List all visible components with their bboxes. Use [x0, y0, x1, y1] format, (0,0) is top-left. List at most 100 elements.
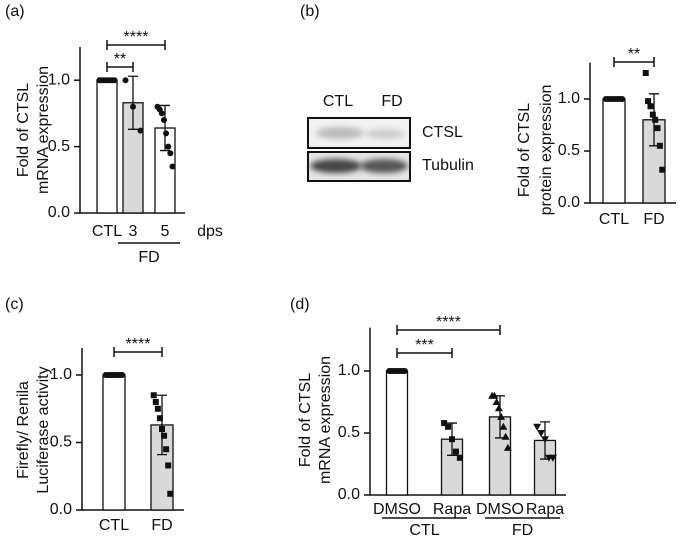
y-tick-label: 0.5 [50, 434, 72, 451]
data-point [154, 405, 161, 412]
group-label: FD [512, 522, 533, 538]
panel-label: (b) [300, 3, 320, 20]
significance-label: *** [415, 337, 434, 354]
y-tick-label: 0.5 [338, 424, 360, 441]
blot-band [365, 129, 405, 139]
panel-label: (a) [5, 3, 25, 20]
blot-band [310, 159, 362, 173]
data-point [152, 399, 159, 405]
bar [385, 370, 409, 496]
data-point [445, 423, 452, 430]
data-point [645, 98, 652, 105]
bar [96, 79, 118, 214]
y-axis-label: protein expression [538, 85, 555, 216]
panel-label: (c) [5, 296, 24, 313]
group-label: FD [138, 249, 159, 266]
y-tick-label: 1.0 [338, 362, 360, 379]
data-point [649, 111, 656, 118]
data-point [158, 110, 165, 117]
data-point [150, 392, 157, 399]
error-bar [649, 93, 659, 147]
y-tick-label: 0.0 [50, 501, 72, 518]
data-point [169, 163, 176, 170]
data-point [497, 412, 506, 420]
data-point [122, 77, 129, 84]
x-tick-label: DMSO [373, 501, 421, 518]
x-tick-label: 5 [161, 223, 170, 240]
data-point [537, 430, 546, 437]
data-point [165, 143, 172, 150]
data-point [401, 368, 408, 374]
data-point [160, 117, 167, 124]
x-tick-label: 3 [129, 223, 138, 240]
y-tick-label: 0.5 [48, 138, 70, 155]
y-axis-label: Fold of CTSL [516, 103, 533, 197]
data-point [492, 398, 501, 405]
significance-bracket [113, 347, 163, 357]
significance-label: **** [436, 314, 461, 331]
error-bar [157, 394, 167, 456]
data-point [619, 96, 626, 102]
data-point [503, 443, 512, 451]
error-bar [160, 104, 170, 152]
y-tick-label: 1.0 [48, 71, 70, 88]
blot-column-label: CTL [323, 93, 353, 110]
y-axis-label: Luciferase activity [35, 366, 52, 493]
x-tick-label: CTL [92, 223, 122, 240]
x-tick-label: FD [643, 211, 664, 228]
data-point [165, 462, 172, 469]
x-tick-label: CTL [599, 211, 629, 228]
data-point [654, 125, 661, 132]
x-axis-label: dps [197, 223, 223, 240]
y-axis-label: Fold of CTSL [297, 373, 314, 467]
y-axis-label: Fold of CTSL [15, 83, 32, 177]
x-tick-label: Rapa [526, 501, 564, 518]
data-point [156, 415, 163, 422]
y-tick-label: 1.0 [558, 90, 580, 107]
blot-row-label: CTSL [422, 124, 463, 141]
x-tick-label: Rapa [433, 501, 471, 518]
group-label: CTL [409, 522, 439, 538]
significance-label: **** [124, 29, 149, 46]
y-tick-label: 0.0 [338, 486, 360, 503]
y-axis-label: Firefly/ Renila [15, 381, 32, 479]
x-tick-label: DMSO [476, 501, 524, 518]
y-tick-label: 1.0 [50, 366, 72, 383]
blot-row-label: Tubulin [422, 157, 474, 174]
error-bar [495, 395, 505, 439]
significance-bracket [396, 325, 501, 335]
data-point [656, 142, 663, 149]
data-point [163, 130, 170, 137]
x-tick-label: CTL [99, 517, 129, 534]
data-point [494, 404, 503, 412]
y-tick-label: 0.0 [48, 204, 70, 221]
significance-label: **** [126, 336, 151, 353]
data-point [111, 77, 118, 84]
data-point [499, 422, 508, 430]
significance-label: ** [628, 46, 640, 63]
significance-bracket [396, 348, 453, 358]
significance-bracket [613, 57, 655, 67]
data-point [452, 448, 459, 455]
y-axis-label: mRNA expression [317, 356, 334, 484]
panel-label: (d) [290, 296, 310, 313]
significance-label: ** [114, 51, 126, 68]
data-point [642, 70, 649, 76]
data-point [137, 127, 144, 134]
y-axis-label: mRNA expression [35, 66, 52, 194]
blot-band [316, 127, 364, 139]
data-point [167, 150, 174, 157]
error-bar [447, 422, 457, 456]
data-point [163, 446, 170, 453]
western-blot: CTL FD CTSL Tubulin [307, 93, 474, 182]
error-bar [128, 75, 138, 130]
y-tick-label: 0.5 [558, 142, 580, 159]
data-point [490, 391, 499, 399]
data-point [441, 420, 448, 427]
data-point [548, 454, 557, 462]
data-point [456, 454, 463, 461]
significance-bracket [106, 62, 134, 72]
blot-column-label: FD [381, 93, 402, 110]
bar [602, 98, 626, 204]
bar [102, 374, 126, 511]
